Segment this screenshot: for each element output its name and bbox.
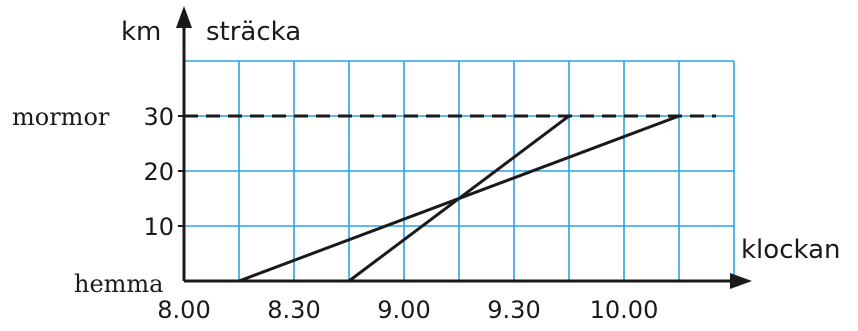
x-tick-label: 8.00 — [157, 296, 210, 324]
reference-line-label: mormor — [12, 103, 110, 131]
y-axis-arrow-icon — [176, 6, 192, 28]
x-tick-label: 9.00 — [377, 296, 430, 324]
chart-grid — [184, 60, 735, 281]
x-axis-arrow-icon — [730, 273, 752, 289]
y-tick-label: 20 — [143, 158, 174, 186]
x-tick-labels: 8.00 8.30 9.00 9.30 10.00 — [157, 296, 658, 324]
chart-series — [238, 114, 680, 283]
x-tick-label: 8.30 — [267, 296, 320, 324]
chart-labels: km sträcka klockan mormor hemma — [12, 17, 841, 298]
y-unit-label: km — [121, 17, 161, 47]
y-tick-label: 30 — [143, 103, 174, 131]
series-line-2 — [348, 114, 570, 283]
y-tick-labels: 10 20 30 — [143, 103, 174, 241]
y-tick-label: 10 — [143, 213, 174, 241]
x-axis-label: klockan — [741, 235, 841, 265]
x-tick-label: 9.30 — [487, 296, 540, 324]
origin-label: hemma — [74, 270, 163, 298]
chart-axes — [176, 6, 752, 289]
y-axis-label: sträcka — [206, 17, 301, 47]
x-tick-label: 10.00 — [590, 296, 659, 324]
